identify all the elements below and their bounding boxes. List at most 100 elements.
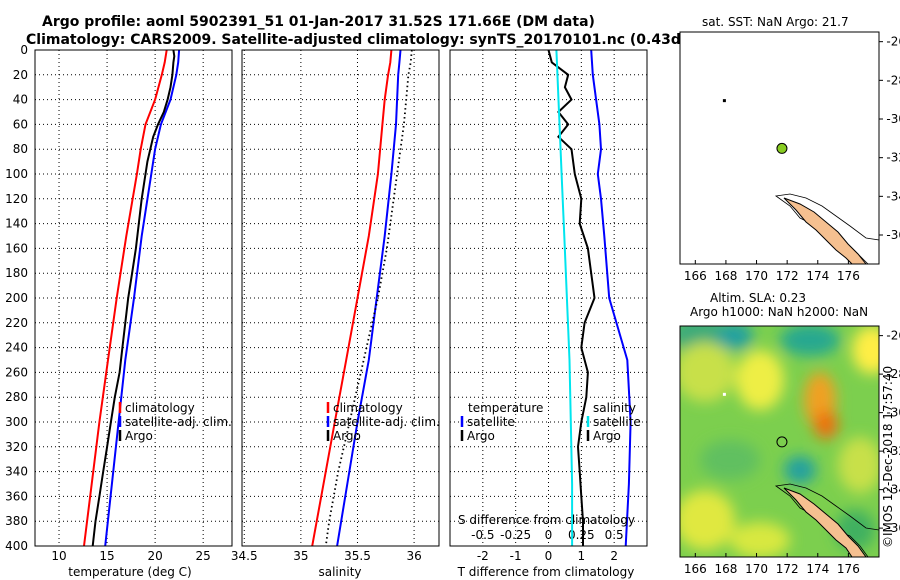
temperature-panel: 0 20 40 60 80 100 120 140 160 180 200 220 240 260 280 3… <box>5 43 233 579</box>
imos-watermark: ©IMOS 12-Dec-2018 17:57:40 <box>881 366 895 548</box>
panel-frame <box>449 49 648 547</box>
map-y-tick-label: -30 <box>886 406 900 420</box>
y-tick-label: 280 <box>5 390 28 404</box>
legend-sal-satellite-label: satellite <box>593 415 641 429</box>
x-tick-label: 25 <box>196 549 211 563</box>
x-top-tick-label: -0.25 <box>500 528 531 542</box>
y-tick-label: 40 <box>13 93 28 107</box>
x-top-tick-label: 0.5 <box>605 528 624 542</box>
map-x-tick-label: 174 <box>806 269 829 283</box>
series-group <box>547 50 632 546</box>
y-tick-label: 200 <box>5 291 28 305</box>
map-y-tick-label: -32 <box>886 151 900 165</box>
y-tick-label: 120 <box>5 192 28 206</box>
legend-argo-label: Argo <box>333 429 361 443</box>
sla-map: 166 168 170 172 174 176 -26 -28 -30 -32 -34 -36 <box>679 325 900 576</box>
legend-temperature-title: temperature <box>468 401 543 415</box>
map-x-tick-label: 170 <box>745 562 768 576</box>
y-tick-label: 60 <box>13 117 28 131</box>
x-top-tick-label: 0.25 <box>568 528 595 542</box>
map-x-tick-label: 176 <box>837 269 860 283</box>
legend-climatology-label: climatology <box>333 401 403 415</box>
y-tick-label: 320 <box>5 440 28 454</box>
island-marker <box>722 99 726 103</box>
x-tick-label: 1 <box>578 549 586 563</box>
map-y-tick-label: -36 <box>886 521 900 535</box>
y-tick-label: 20 <box>13 68 28 82</box>
y-tick-label: 180 <box>5 266 28 280</box>
y-tick-label: 140 <box>5 217 28 231</box>
y-tick-label: 380 <box>5 514 28 528</box>
sst-map: 166 168 170 172 174 176 -26 -28 -30 -32 -34 -36 <box>679 31 900 283</box>
legend-argo-label: Argo <box>125 429 153 443</box>
y-tick-label: 340 <box>5 465 28 479</box>
panel-frame <box>241 49 440 547</box>
profile-location-marker <box>776 436 788 448</box>
map-y-tick-label: -26 <box>886 329 900 343</box>
x-tick-label: -1 <box>510 549 522 563</box>
sla-heatmap-field <box>680 326 879 557</box>
map-x-tick-label: 172 <box>776 269 799 283</box>
map-y-tick-label: -30 <box>886 112 900 126</box>
map-x-tick-label: 168 <box>714 269 737 283</box>
profile-location-marker <box>776 142 788 154</box>
map-y-tick-label: -26 <box>886 35 900 49</box>
map-y-tick-label: -28 <box>886 367 900 381</box>
sla-map-frame <box>679 325 880 558</box>
island-marker <box>722 392 726 396</box>
x-tick-label: 35 <box>293 549 308 563</box>
y-tick-label: 240 <box>5 341 28 355</box>
map-x-tick-label: 170 <box>745 269 768 283</box>
series-group <box>311 50 413 546</box>
map-y-tick-label: -28 <box>886 73 900 87</box>
y-tick-label: 400 <box>5 539 28 553</box>
map-y-tick-label: -34 <box>886 189 900 203</box>
y-tick-label: 160 <box>5 241 28 255</box>
y-tick-label: 0 <box>20 43 28 57</box>
series-line-temperature-satellite <box>590 50 632 546</box>
map-x-tick-label: 166 <box>684 269 707 283</box>
map-x-tick-label: 172 <box>776 562 799 576</box>
legend-satellite-label: satellite-adj. clim. <box>333 415 440 429</box>
difference-legend: temperature satellite Argo salinity sate… <box>458 401 641 527</box>
x-tick-label: 0 <box>545 549 553 563</box>
x-tick-label: 2 <box>610 549 618 563</box>
x-top-tick-label: -0.5 <box>471 528 494 542</box>
sla-map-title: Altim. SLA: 0.23 <box>710 291 806 305</box>
salinity-panel: 34.5 35 35.5 36 salinity <box>231 49 440 579</box>
figure-title-line1: Argo profile: aoml 5902391_51 01-Jan-201… <box>42 14 595 30</box>
figure-title-line2: Climatology: CARS2009. Satellite-adjuste… <box>26 32 744 48</box>
legend-temp-satellite-label: satellite <box>467 415 515 429</box>
map-y-tick-label: -32 <box>886 444 900 458</box>
x-axis-label: T difference from climatology <box>457 565 635 579</box>
series-line-satellite-adj-clim- <box>104 50 181 546</box>
y-tick-label: 360 <box>5 489 28 503</box>
sst-map-title: sat. SST: NaN Argo: 21.7 <box>702 15 849 29</box>
map-x-tick-label: 166 <box>684 562 707 576</box>
series-group <box>83 50 181 546</box>
new-zealand-land-sla <box>783 487 867 557</box>
s-difference-label: S difference from climatology <box>458 513 635 527</box>
x-tick-label: 35.5 <box>344 549 371 563</box>
map-x-tick-label: 168 <box>714 562 737 576</box>
series-line-argo <box>91 50 176 546</box>
map-y-tick-label: -34 <box>886 483 900 497</box>
y-tick-label: 260 <box>5 365 28 379</box>
y-tick-label: 80 <box>13 142 28 156</box>
x-tick-label: 10 <box>51 549 66 563</box>
x-tick-label: 15 <box>99 549 114 563</box>
series-line-climatology <box>83 50 168 546</box>
x-tick-label: 34.5 <box>231 549 258 563</box>
x-tick-label: 20 <box>147 549 162 563</box>
series-line-salinity-satellite <box>555 50 574 546</box>
x-tick-label: 36 <box>406 549 421 563</box>
series-line-satellite-adj-clim- <box>336 50 402 546</box>
legend-climatology-label: climatology <box>125 401 195 415</box>
legend-salinity-title: salinity <box>593 401 636 415</box>
x-top-tick-label: 0 <box>545 528 553 542</box>
temperature-legend: climatology satellite-adj. clim. Argo <box>118 401 232 443</box>
map-x-tick-label: 176 <box>837 562 860 576</box>
series-line-climatology <box>311 50 393 546</box>
y-tick-label: 300 <box>5 415 28 429</box>
